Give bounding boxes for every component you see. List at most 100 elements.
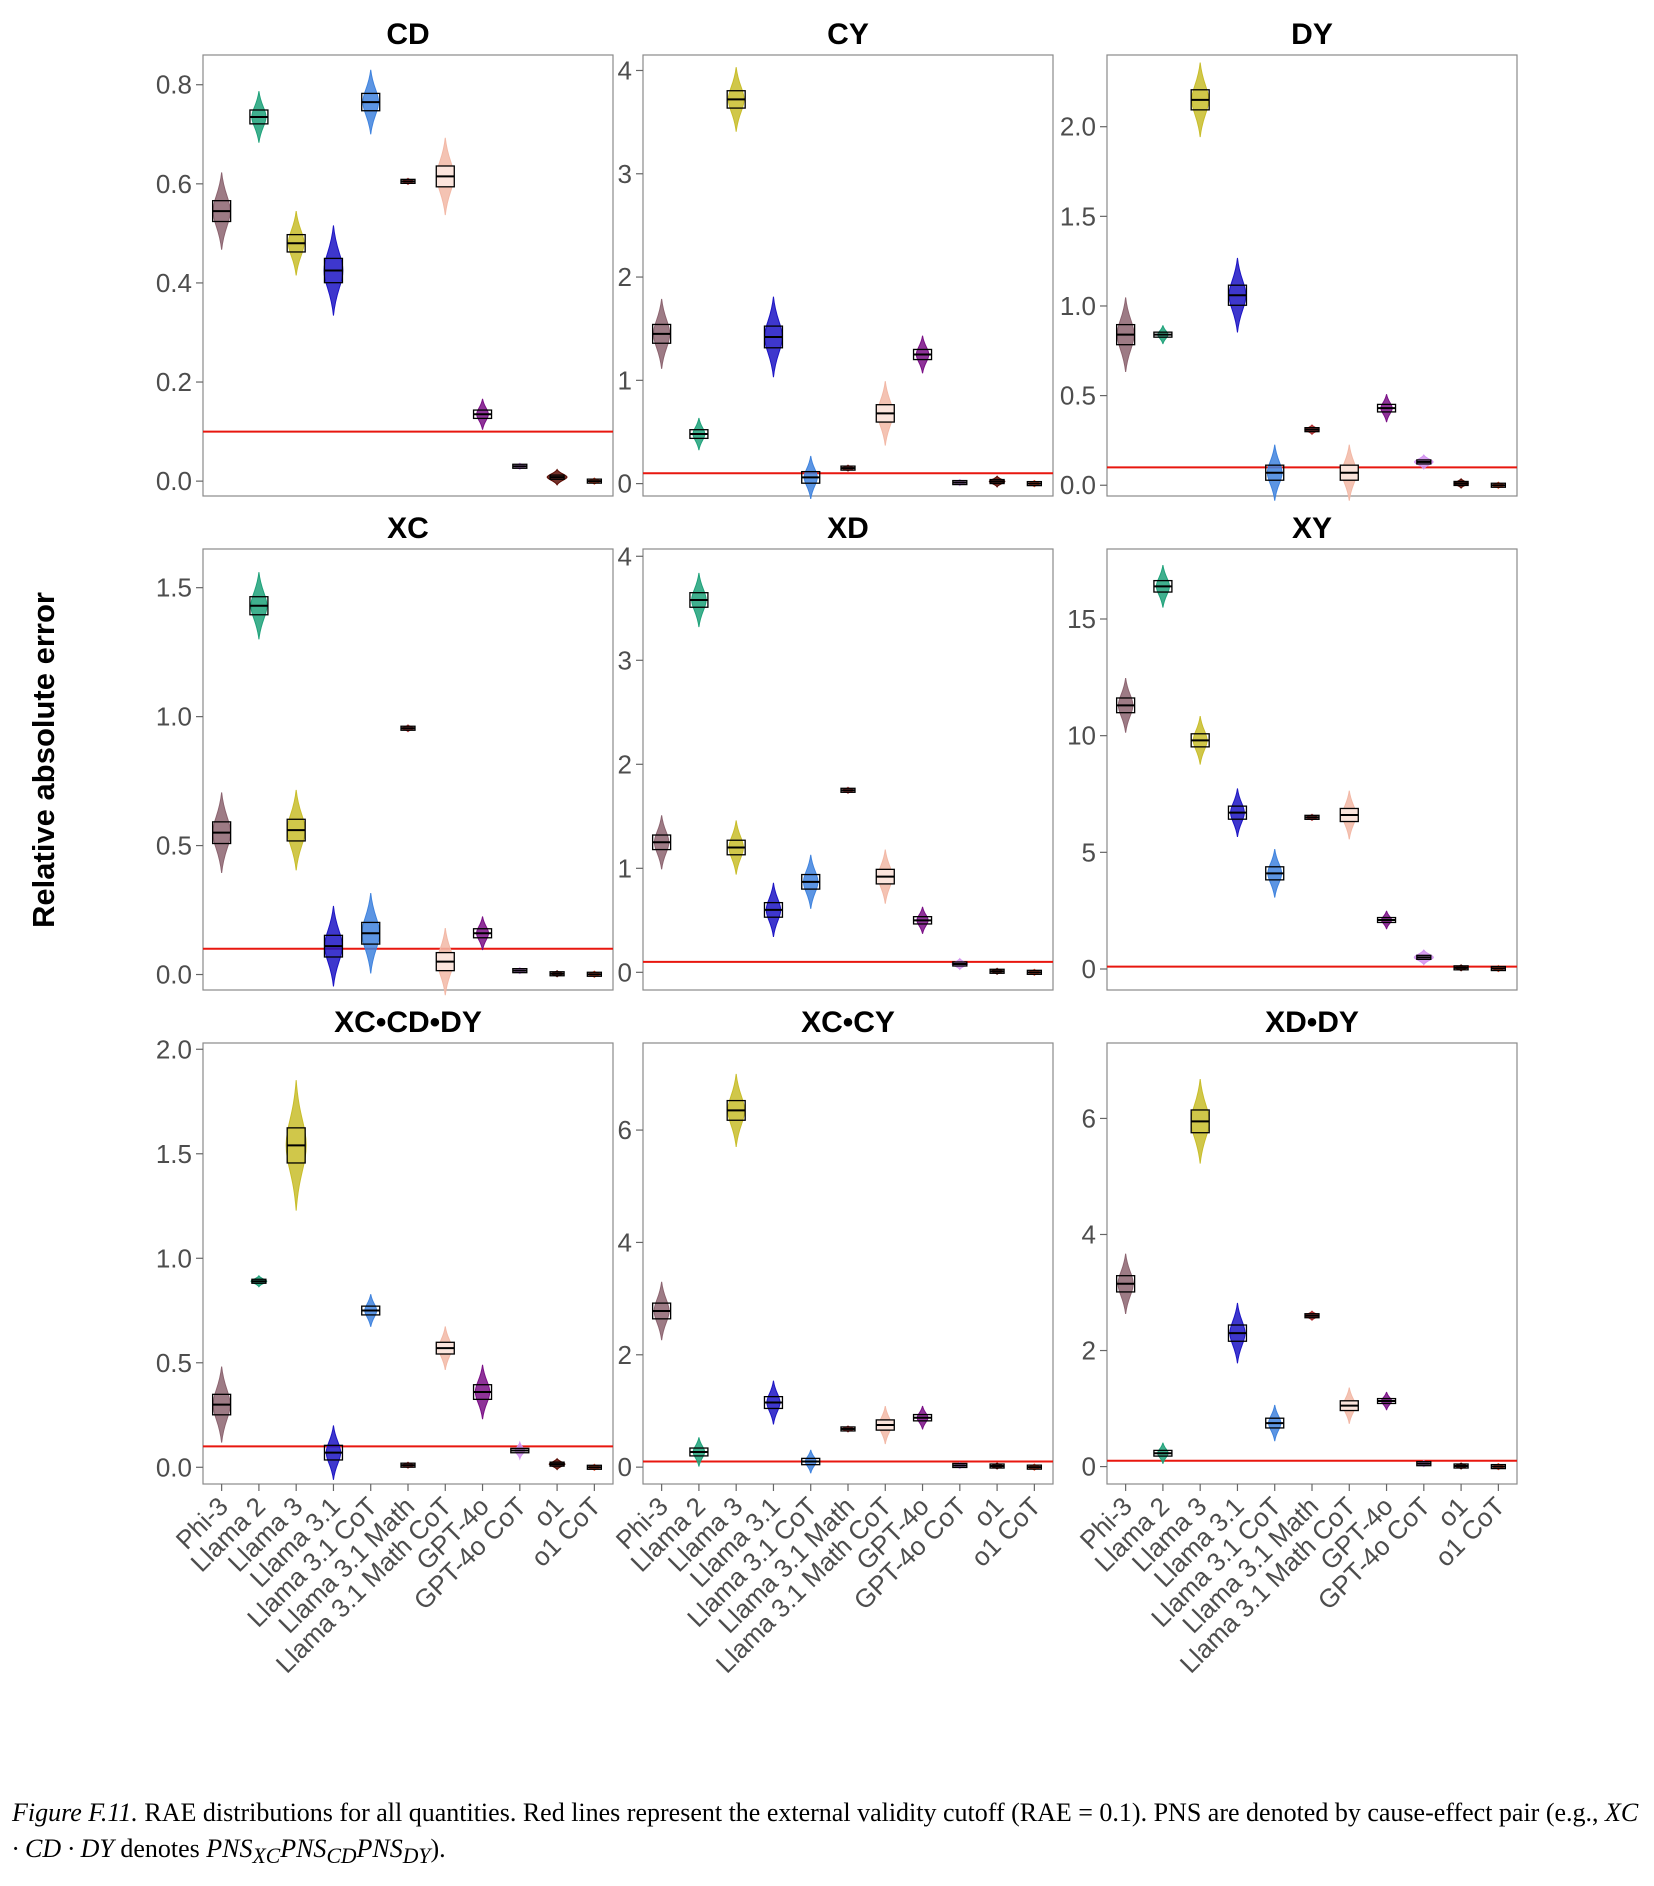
violin-llama-3-1 (763, 882, 784, 938)
violin-gpt-4o (472, 398, 493, 430)
violin-llama-3-1-math (1304, 1310, 1320, 1322)
violin-llama-3-1-cot (361, 69, 381, 135)
panel-title: DY (1291, 18, 1333, 51)
violin-llama-3-1-cot (1265, 849, 1285, 898)
panel-title: XD (827, 512, 869, 545)
violin-llama-3-1-math-cot (875, 381, 895, 446)
caption-sub-1: XC (252, 1844, 281, 1869)
violin-llama-3-1-math-cot (435, 137, 455, 216)
caption-text-3: ). (430, 1834, 446, 1863)
violin-llama-3 (1190, 62, 1210, 138)
panel-xd: XD 0 1 2 3 4 (618, 512, 1054, 991)
violin-o1 (1453, 964, 1469, 972)
y-tick-label: 4 (618, 541, 632, 571)
violin-llama-2 (1153, 325, 1173, 345)
caption-text-2: denotes (113, 1834, 207, 1863)
violin-llama-3 (285, 1080, 307, 1211)
y-tick-label: 1.5 (156, 1139, 192, 1169)
violin-llama-3-1-cot (1265, 1404, 1285, 1442)
violin-llama-3-1-math-cot (875, 1405, 895, 1445)
violin-llama-3-1-math (840, 464, 856, 472)
y-tick-label: 0.0 (156, 960, 192, 990)
violin-llama-3-1-cot (801, 1449, 821, 1474)
violin-llama-3-1-math (840, 786, 856, 795)
y-tick-label: 1.5 (156, 573, 192, 603)
y-tick-label: 0.5 (156, 831, 192, 861)
violin-llama-3-1-cot (361, 1294, 381, 1327)
violin-llama-3-1-math-cot (1339, 790, 1359, 840)
violin-o1-cot (1490, 481, 1507, 489)
y-tick-label: 1.0 (1060, 291, 1096, 321)
y-tick-label: 6 (618, 1115, 632, 1145)
y-tick-label: 3 (618, 645, 632, 675)
y-tick-label: 5 (1082, 837, 1096, 867)
violin-o1 (1453, 477, 1469, 489)
violin-o1-cot (1026, 479, 1043, 488)
y-tick-label: 4 (1082, 1219, 1096, 1249)
panel-frame (1106, 54, 1518, 497)
violin-llama-3-1 (1227, 1302, 1248, 1364)
y-tick-label: 0 (1082, 954, 1096, 984)
y-tick-label: 2 (618, 749, 632, 779)
violin-llama-2 (1153, 1442, 1173, 1464)
violin-llama-3 (286, 211, 306, 276)
violin-gpt-4o-cot (1416, 1459, 1432, 1468)
caption-math-4: PNS (356, 1834, 403, 1863)
violin-phi-3 (211, 1366, 232, 1443)
violin-phi-3 (211, 792, 232, 873)
y-tick-label: 0 (618, 1452, 632, 1482)
panel-title: CD (386, 18, 429, 51)
panel-frame (642, 1042, 1054, 1485)
violin-llama-3-1-math-cot (1339, 444, 1359, 501)
panel-frame (642, 54, 1054, 497)
violin-llama-3-1-math-cot (435, 1326, 455, 1370)
y-tick-label: 15 (1067, 604, 1096, 634)
violin-llama-3-1-math (840, 1425, 856, 1433)
y-tick-label: 0.0 (1060, 470, 1096, 500)
violin-llama-3-1-math-cot (435, 928, 455, 996)
violin-gpt-4o (1376, 910, 1397, 930)
violin-llama-3 (1190, 1079, 1210, 1164)
y-tick-label: 0 (1082, 1452, 1096, 1482)
violin-o1 (549, 970, 565, 978)
violin-llama-2 (689, 417, 709, 451)
violin-o1 (546, 468, 568, 486)
caption-sub-3: DY (402, 1844, 431, 1869)
violin-o1-cot (1490, 964, 1507, 973)
y-tick-label: 2 (618, 1340, 632, 1370)
violin-llama-2 (249, 572, 269, 640)
violin-llama-2 (1153, 565, 1173, 608)
violin-llama-2 (249, 91, 269, 143)
caption-sub-2: CD (326, 1844, 357, 1869)
violin-o1 (988, 475, 1006, 488)
panel-xy: XY 0 5 10 15 (1067, 512, 1518, 991)
violin-o1 (989, 967, 1005, 976)
y-tick-label: 6 (1082, 1103, 1096, 1133)
violin-llama-3-1 (323, 1425, 344, 1480)
violin-o1-cot (1026, 1463, 1043, 1471)
panel-xc: XC 0.0 0.5 1.0 1.5 (156, 512, 614, 996)
violin-gpt-4o-cot (951, 957, 969, 971)
violin-o1-cot (586, 1463, 603, 1472)
y-tick-label: 2.0 (1060, 112, 1096, 142)
violin-llama-3-1 (323, 905, 344, 987)
panel-cy: CY 0 1 2 3 4 (618, 18, 1054, 499)
y-tick-label: 1 (618, 853, 632, 883)
violin-llama-3-1-cot (361, 892, 381, 974)
violin-llama-3-1-math (400, 724, 416, 733)
violin-llama-3 (726, 67, 746, 132)
violin-gpt-4o-cot (952, 478, 968, 487)
y-tick-label: 10 (1067, 721, 1096, 751)
violin-llama-3 (1190, 716, 1210, 765)
violin-phi-3 (651, 1281, 672, 1341)
violin-llama-3-1 (323, 225, 344, 316)
violin-llama-3-1-cot (1265, 444, 1285, 501)
violin-phi-3 (1115, 297, 1136, 372)
panel-title: XD•DY (1265, 1006, 1359, 1039)
panel-frame (1106, 548, 1518, 991)
y-tick-label: 0 (618, 957, 632, 987)
y-tick-label: 4 (618, 1227, 632, 1257)
violin-gpt-4o-cot (510, 1440, 530, 1461)
